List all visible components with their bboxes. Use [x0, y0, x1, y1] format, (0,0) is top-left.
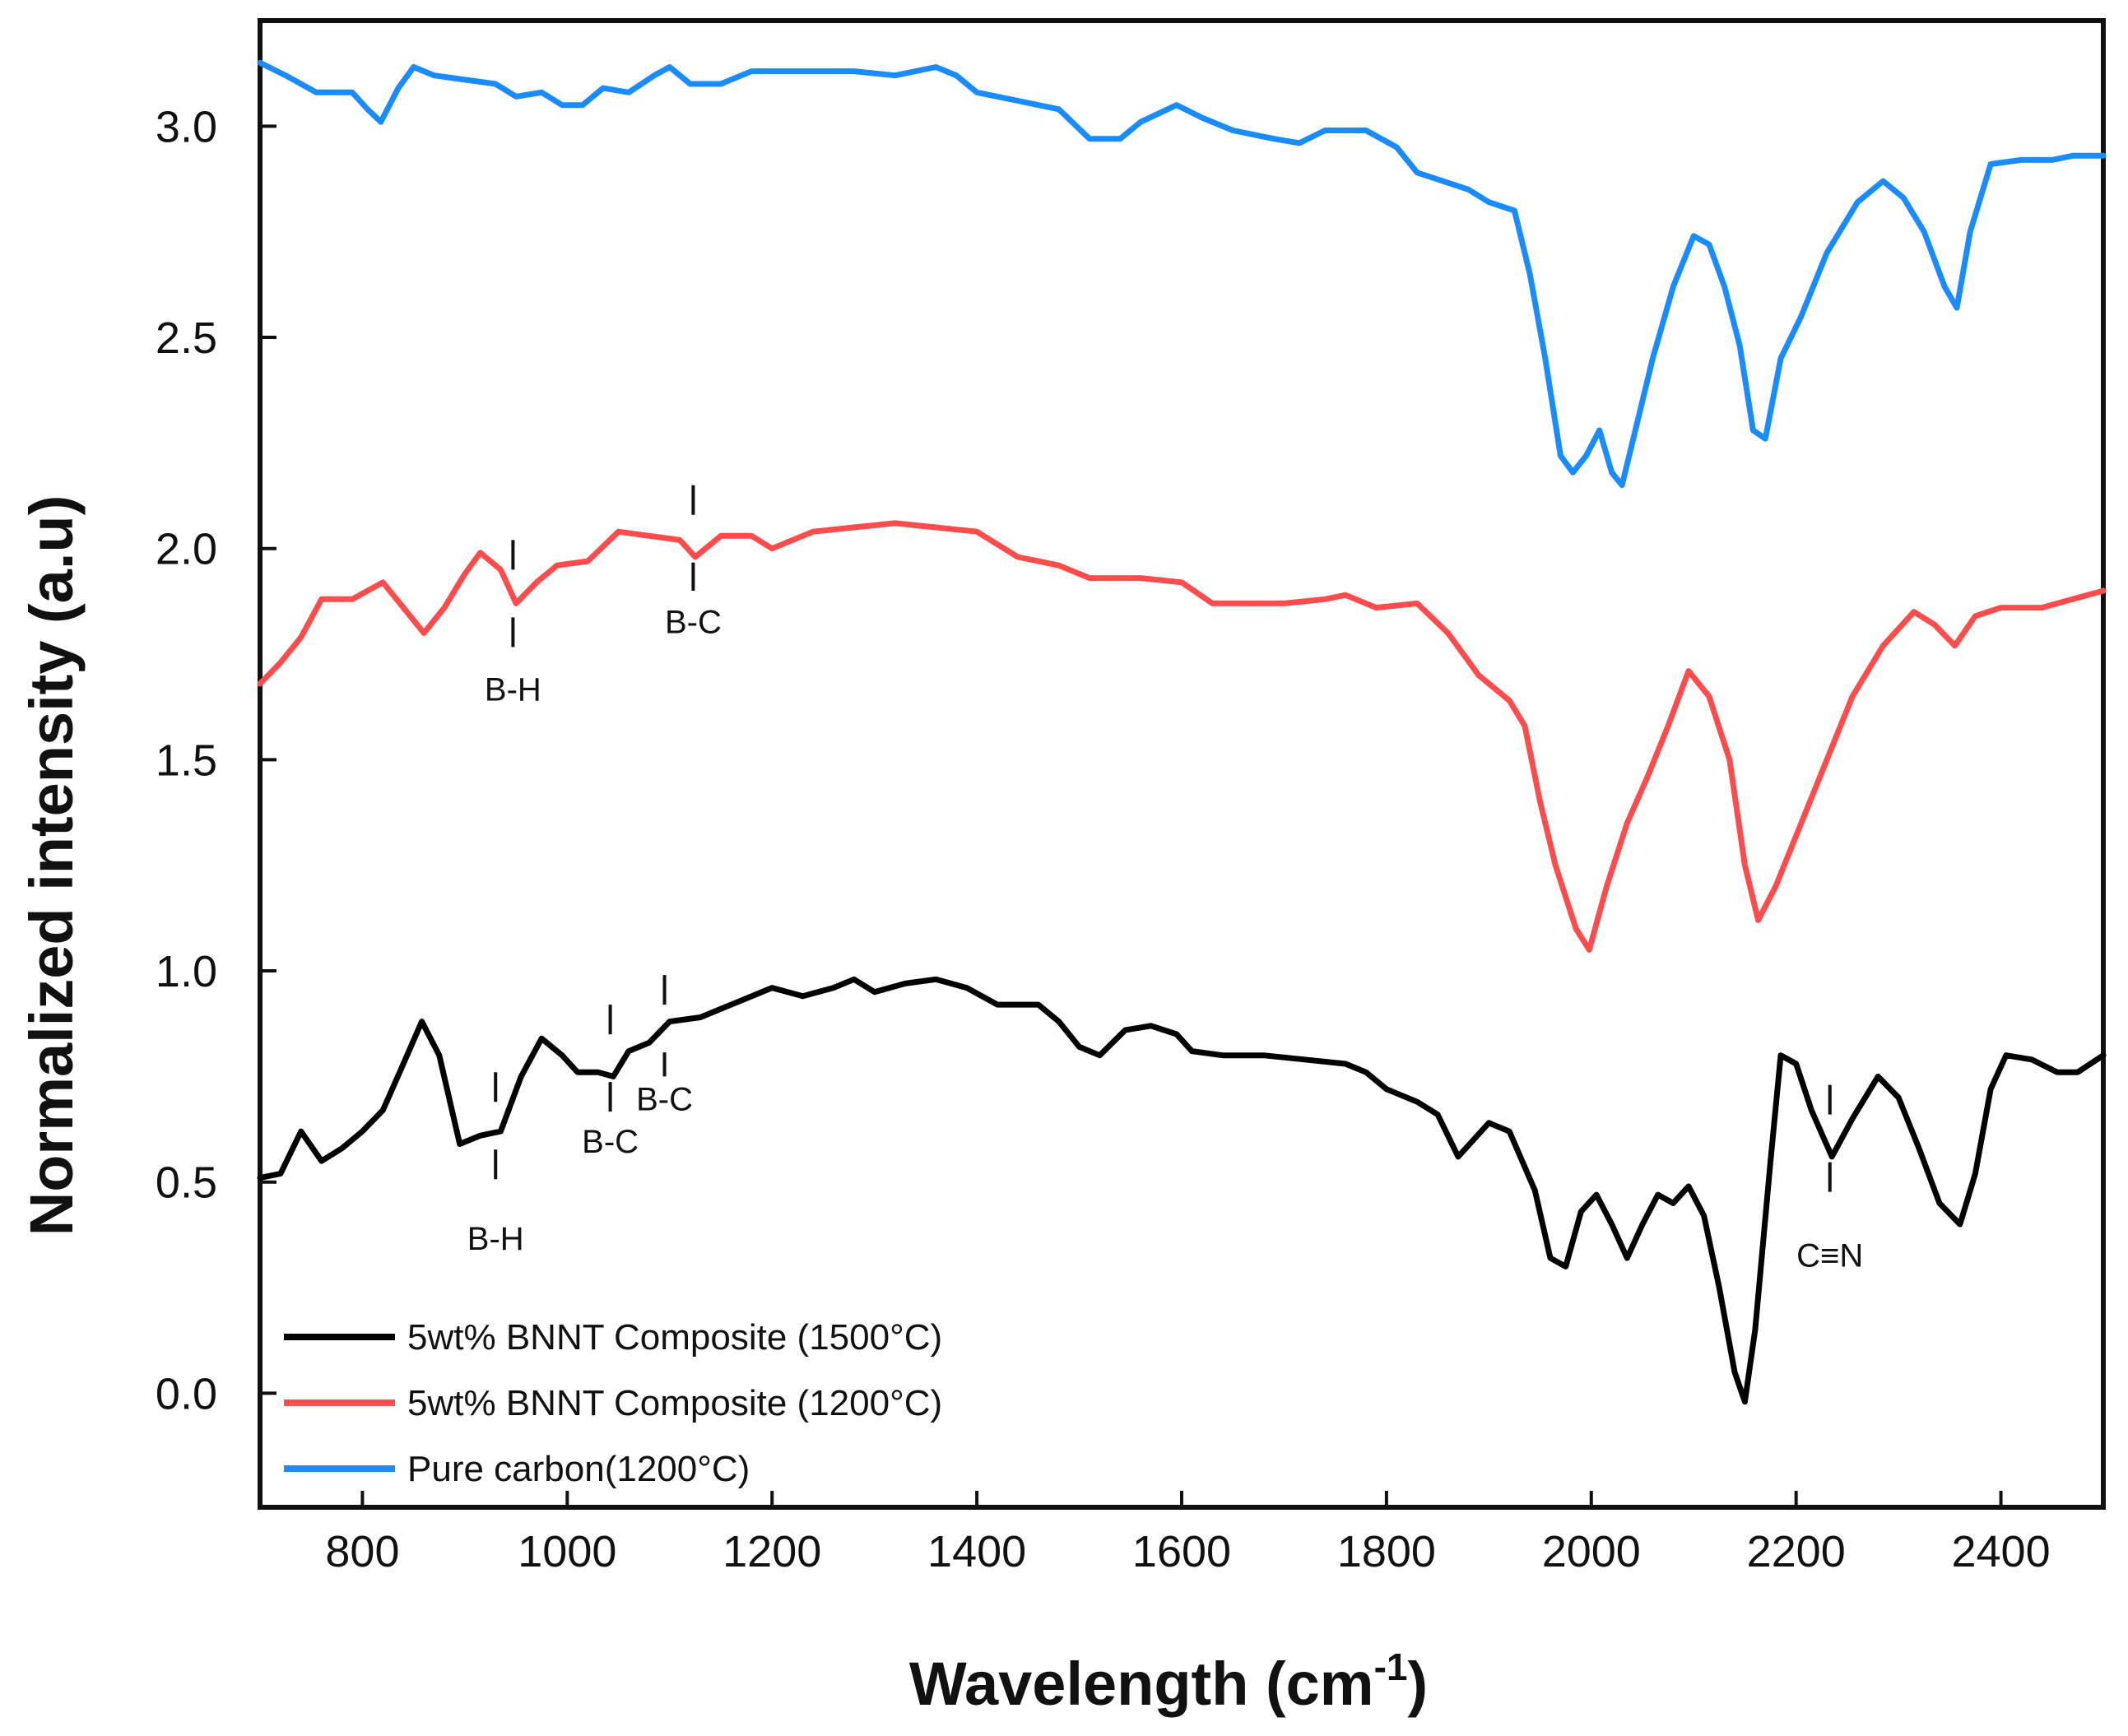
x-tick-label: 1400: [927, 1527, 1026, 1576]
series-line-1200c-composite: [257, 520, 2107, 953]
annotation-label: B-C: [665, 604, 722, 640]
series-line-pure-carbon: [257, 59, 2107, 489]
annotation-label: B-H: [467, 1221, 524, 1257]
x-tick-label: 1000: [518, 1527, 616, 1576]
legend: 5wt% BNNT Composite (1500°C) 5wt% BNNT Co…: [284, 1317, 942, 1489]
x-tick-label: 2400: [1951, 1527, 2050, 1576]
x-tick-label: 1600: [1132, 1527, 1231, 1576]
y-tick-label: 0.5: [156, 1158, 217, 1208]
annotation-label: B-C: [636, 1081, 693, 1117]
x-axis-title-main: Wavelength (cm: [909, 1650, 1374, 1718]
x-axis-title: Wavelength (cm-1): [909, 1645, 1428, 1718]
x-tick-label: 2200: [1747, 1527, 1846, 1576]
y-tick-label: 1.0: [156, 947, 217, 996]
legend-label: 5wt% BNNT Composite (1200°C): [407, 1383, 942, 1423]
series-line-1500c: [257, 976, 2107, 1405]
y-tick-label: 0.0: [156, 1369, 217, 1418]
annotation-label: B-C: [582, 1124, 639, 1160]
legend-label: 5wt% BNNT Composite (1500°C): [407, 1317, 942, 1358]
x-axis-title-close: ): [1407, 1650, 1428, 1718]
annotation-layer: B-H B-C B-H B-C B-C C≡N: [467, 485, 1863, 1274]
x-tick-label: 2000: [1542, 1527, 1641, 1576]
annotation-label: B-H: [485, 671, 541, 708]
annotation-label: C≡N: [1796, 1237, 1863, 1274]
x-tick-label: 1800: [1337, 1527, 1436, 1576]
legend-label: Pure carbon(1200°C): [407, 1449, 750, 1489]
y-tick-label: 2.0: [156, 525, 217, 574]
x-axis-title-sup: -1: [1374, 1645, 1408, 1688]
y-tick-label: 2.5: [156, 313, 217, 363]
tick-layer: 800 1000 1200 1400 1600 1800 2000 2200 2400 0.0 0.…: [156, 102, 2051, 1576]
x-tick-label: 1200: [722, 1527, 821, 1576]
series-layer: [257, 59, 2107, 1405]
y-axis-title: Normalized intensity (a.u): [17, 495, 86, 1236]
y-tick-label: 3.0: [156, 102, 217, 151]
y-tick-label: 1.5: [156, 736, 217, 785]
x-tick-label: 800: [325, 1527, 399, 1576]
